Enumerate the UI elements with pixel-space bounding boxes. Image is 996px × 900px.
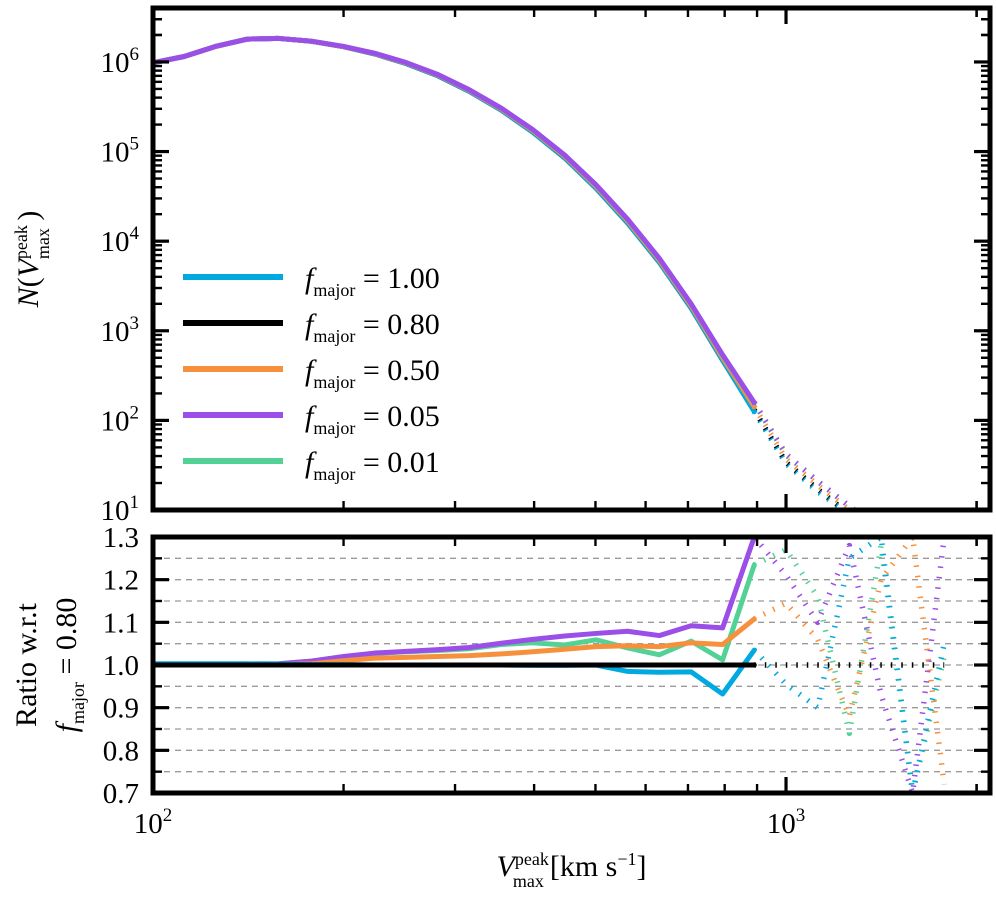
bottom-y-ticklabel: 1.3 (103, 522, 139, 554)
legend-label: fmajor = 0.80 (305, 308, 440, 346)
legend-group: fmajor = 1.00 fmajor = 0.80 fmajor = 0.50 f… (183, 262, 440, 484)
legend-label: fmajor = 0.05 (305, 400, 440, 438)
top-curve-solid (153, 35, 757, 415)
bottom-y-ticklabel: 1.0 (103, 650, 139, 682)
bottom-y-axis-title-line1: Ratio w.r.t (10, 602, 43, 727)
top-y-ticklabel: 104 (101, 223, 140, 258)
top-y-ticklabel: 106 (101, 44, 140, 79)
top-curve-dotted (751, 408, 849, 510)
top-panel-curves (153, 35, 859, 510)
axis-ticks-group (151, 6, 990, 795)
top-curve-solid (153, 35, 757, 413)
gridlines-group (153, 557, 990, 773)
bottom-y-axis-title-line2: fmajor = 0.80 (50, 598, 88, 733)
bottom-y-ticklabel: 0.9 (103, 693, 139, 725)
bottom-y-ticklabel: 0.7 (103, 778, 139, 810)
top-panel-frame (150, 5, 993, 513)
legend-label: fmajor = 0.50 (305, 354, 440, 392)
top-y-ticklabel: 103 (101, 313, 140, 348)
ratio-curve-dotted (753, 542, 947, 793)
top-curve-solid (153, 35, 757, 406)
axis-labels-group: 1011021031041051060.70.80.91.01.11.21.31… (10, 44, 805, 891)
axes-frames-group (150, 5, 993, 796)
ratio-curve-dotted (753, 537, 947, 785)
x-ticklabel: 102 (134, 805, 173, 840)
data-curves-group (153, 35, 947, 793)
top-curve-dotted (751, 401, 859, 510)
top-y-ticklabel: 105 (101, 134, 140, 169)
ratio-curve-solid (153, 616, 757, 668)
top-curve-solid (153, 35, 757, 406)
x-ticklabel: 103 (767, 805, 806, 840)
top-y-axis-title: N(Vpeak max ) (11, 211, 53, 309)
top-curve-dotted (751, 401, 859, 510)
ratio-curve-dotted (752, 537, 947, 793)
bottom-y-ticklabel: 1.1 (103, 607, 139, 639)
bottom-panel-curves (153, 537, 947, 793)
top-curve-solid (153, 35, 757, 410)
top-y-ticklabel: 102 (101, 402, 140, 437)
bottom-y-ticklabel: 0.8 (103, 735, 139, 767)
bottom-y-ticklabel: 1.2 (103, 565, 139, 597)
x-axis-title: Vpeak max [km s−1] (497, 849, 647, 891)
top-curve-dotted (751, 405, 855, 510)
legend-label: fmajor = 1.00 (305, 262, 440, 300)
legend-label: fmajor = 0.01 (305, 446, 440, 484)
